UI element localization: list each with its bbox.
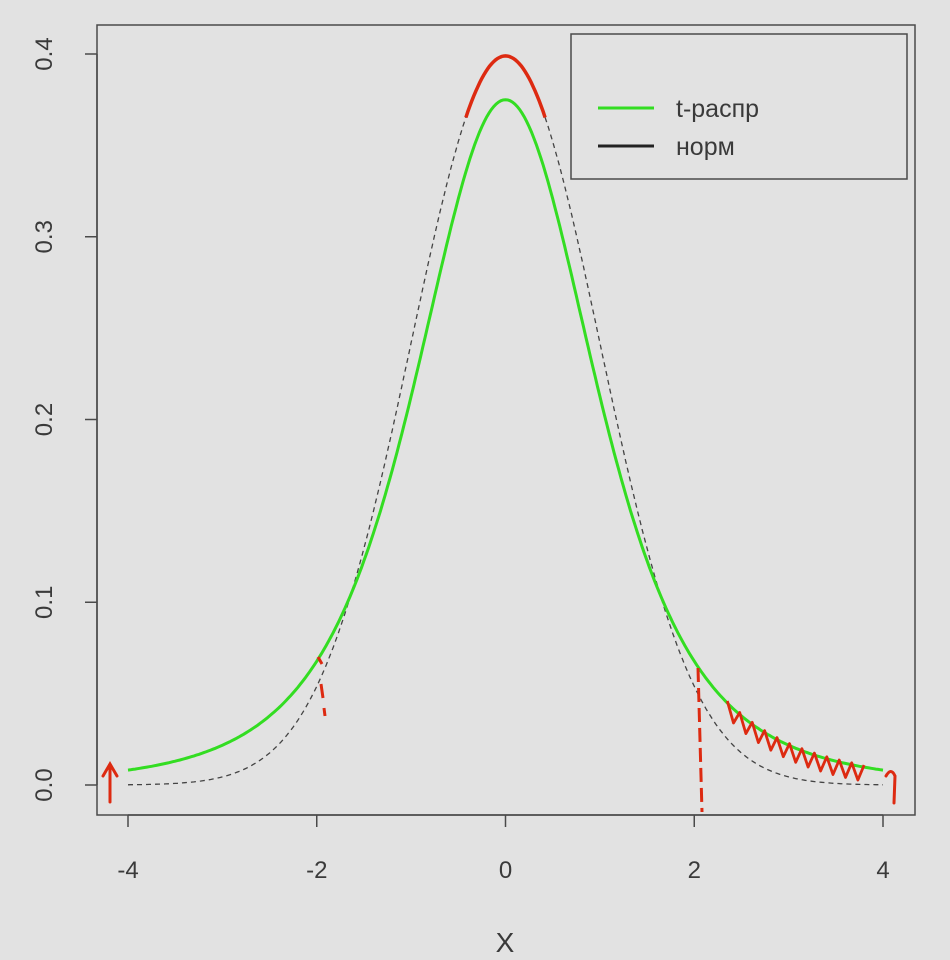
annotation-left-arrow [101, 761, 119, 804]
x-tick-label: 2 [688, 857, 701, 884]
annotation-right-dash [696, 667, 704, 813]
x-axis: -4 -2 0 2 4 [117, 815, 890, 884]
annotation-peak [464, 54, 547, 119]
annotation-tail-zigzag [725, 700, 866, 782]
x-tick-label: 4 [876, 857, 889, 884]
y-tick-label: 0.4 [31, 37, 58, 70]
annotation-right-hook [884, 770, 897, 805]
y-axis: 0.0 0.1 0.2 0.3 0.4 [31, 37, 97, 802]
y-tick-label: 0.3 [31, 220, 58, 253]
x-tick-label: -2 [306, 857, 327, 884]
y-tick-label: 0.2 [31, 403, 58, 436]
legend: t-распр норм [570, 33, 908, 180]
hand-annotations [101, 54, 897, 813]
y-tick-label: 0.1 [31, 586, 58, 619]
legend-label-norm: норм [676, 133, 735, 161]
y-tick-label: 0.0 [31, 768, 58, 801]
series-t-line [127, 98, 884, 772]
legend-label-t: t-распр [676, 95, 759, 123]
x-axis-title: X [496, 927, 515, 958]
annotation-left-dash [316, 656, 327, 717]
x-tick-label: -4 [117, 857, 138, 884]
x-tick-label: 0 [499, 857, 512, 884]
